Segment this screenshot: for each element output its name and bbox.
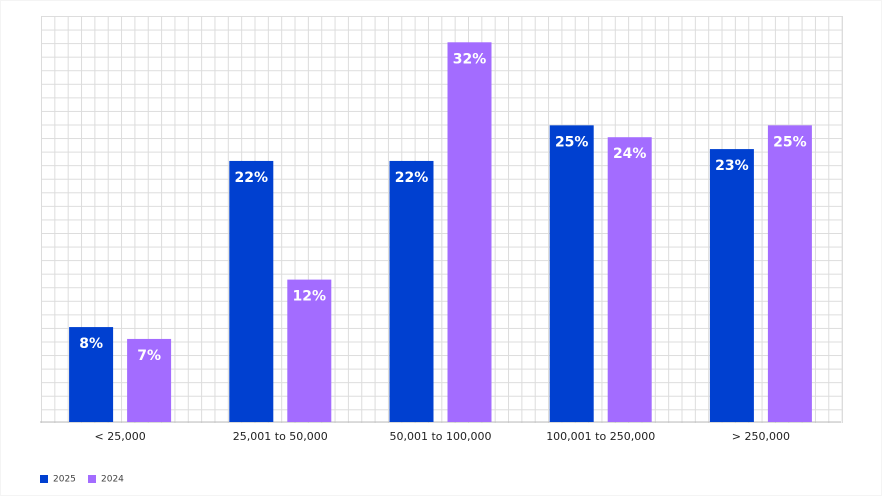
x-tick-label: 100,001 to 250,000 <box>546 430 655 443</box>
value-label: 24% <box>613 146 647 162</box>
x-tick-label: 25,001 to 50,000 <box>233 430 328 443</box>
bar <box>229 160 274 422</box>
bar <box>767 125 812 422</box>
legend-swatch <box>40 475 48 483</box>
x-tick-label: 50,001 to 100,000 <box>389 430 491 443</box>
value-label: 7% <box>137 348 161 364</box>
value-label: 12% <box>293 289 327 305</box>
plot-grid <box>41 16 843 423</box>
value-label: 8% <box>79 336 103 352</box>
bar <box>127 338 172 422</box>
value-label: 22% <box>395 170 429 186</box>
x-tick-label: > 250,000 <box>732 430 790 443</box>
bar <box>447 42 492 423</box>
legend-label: 2024 <box>101 475 124 485</box>
bar <box>389 160 434 422</box>
value-label: 25% <box>773 134 807 150</box>
bar <box>709 149 754 423</box>
bar <box>607 137 652 422</box>
value-label: 25% <box>555 134 589 150</box>
value-label: 22% <box>235 170 269 186</box>
bar <box>287 279 332 422</box>
bar <box>549 125 594 422</box>
legend-label: 2025 <box>53 475 76 485</box>
bar <box>69 327 114 422</box>
value-label: 23% <box>715 158 749 174</box>
value-label: 32% <box>453 51 487 67</box>
legend-swatch <box>88 475 96 483</box>
x-tick-label: < 25,000 <box>94 430 145 443</box>
